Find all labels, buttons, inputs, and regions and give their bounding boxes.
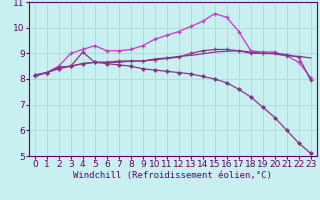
X-axis label: Windchill (Refroidissement éolien,°C): Windchill (Refroidissement éolien,°C) (73, 171, 272, 180)
